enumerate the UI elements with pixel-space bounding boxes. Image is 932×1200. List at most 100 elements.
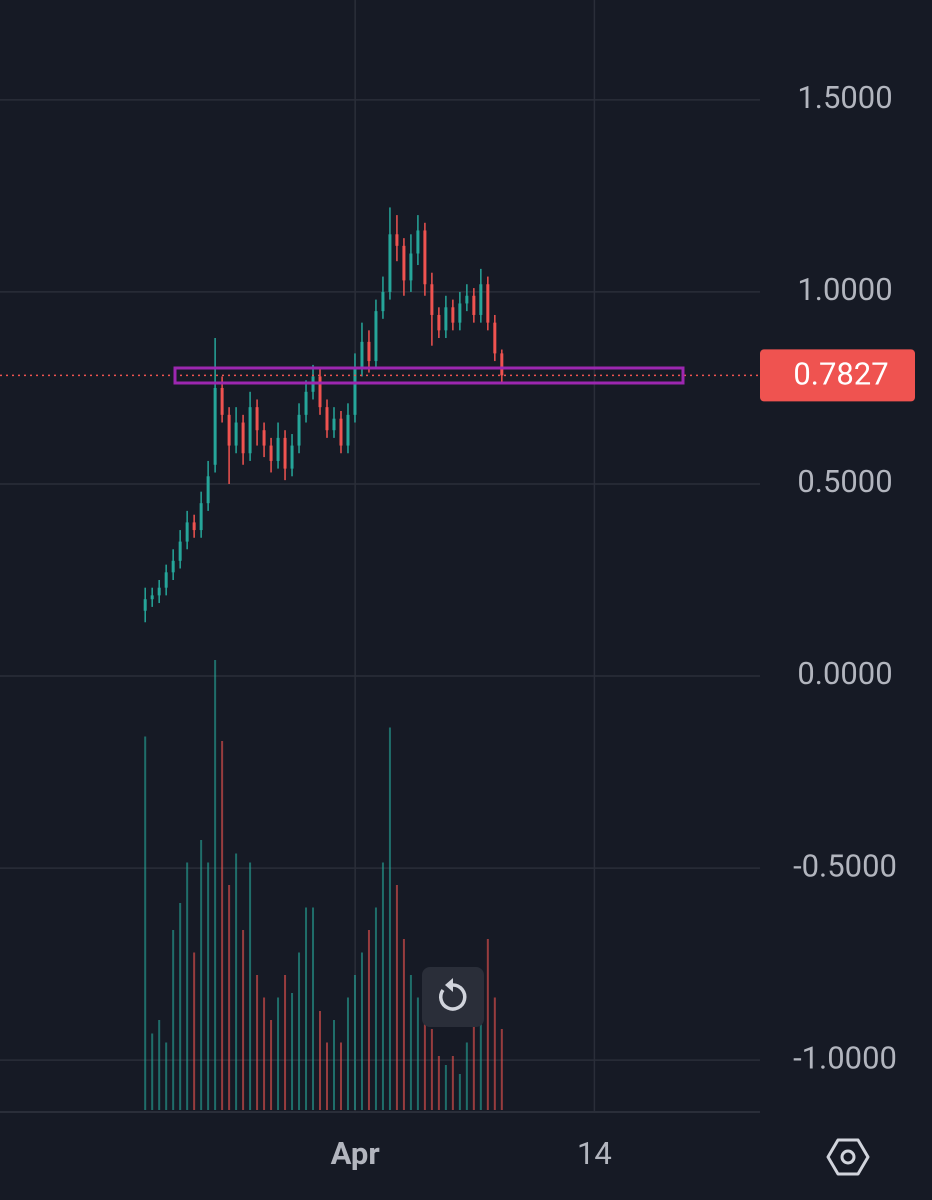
drawn-rectangle[interactable] (173, 366, 685, 385)
candle-body (206, 476, 210, 504)
candle-body (318, 376, 322, 408)
candle-body (423, 230, 427, 285)
settings-icon[interactable] (826, 1138, 870, 1176)
candle-body (360, 341, 364, 369)
volume-bar (172, 930, 175, 1110)
volume-bar (360, 952, 363, 1110)
y-tick-label: -1.0000 (793, 1039, 897, 1076)
volume-bar (312, 907, 315, 1110)
candle-body (255, 407, 259, 431)
y-tick-label: 0.5000 (797, 463, 892, 500)
candle-body (395, 234, 399, 246)
volume-bar (298, 952, 301, 1110)
candle-body (332, 418, 336, 431)
candle-body (325, 407, 329, 431)
volume-bar (228, 885, 231, 1110)
candle-body (444, 307, 448, 331)
candle-body (409, 253, 413, 281)
candle-body (297, 414, 301, 446)
volume-bar (395, 885, 398, 1110)
candle-body (304, 391, 308, 415)
candle-body (262, 430, 266, 446)
volume-bar (437, 1056, 440, 1110)
y-tick-label: 1.0000 (797, 271, 892, 308)
candle-body (150, 595, 154, 600)
volume-bar (305, 907, 308, 1110)
volume-bar (332, 1020, 335, 1110)
x-tick-label: 14 (577, 1135, 612, 1172)
last-price-badge (760, 349, 915, 402)
volume-bar (256, 975, 259, 1110)
volume-bar (444, 1065, 447, 1110)
candle-body (171, 560, 175, 573)
settings-button[interactable] (826, 1138, 870, 1176)
volume-bar (284, 975, 287, 1110)
candle-body (388, 234, 392, 292)
candle-body (178, 541, 182, 561)
volume-bar (500, 1029, 503, 1110)
reset-button-bg[interactable] (422, 967, 484, 1027)
volume-bar (277, 997, 280, 1110)
last-price-label: 0.7827 (793, 356, 888, 393)
volume-bar (291, 993, 294, 1110)
candle-body (493, 322, 497, 354)
candle-body (437, 314, 441, 331)
candle-body (381, 291, 385, 312)
candle-body (486, 284, 490, 323)
candle-body (283, 437, 287, 469)
volume-bar (430, 1029, 433, 1110)
y-tick-label: 0.0000 (797, 655, 892, 692)
candle-body (185, 522, 189, 542)
volume-bar (263, 997, 266, 1110)
candle-body (367, 341, 371, 362)
candle-body (374, 311, 378, 362)
candle-body (227, 414, 231, 446)
candle-body (164, 572, 168, 588)
volume-bar (165, 1042, 168, 1110)
candle-body (157, 587, 161, 596)
volume-bar (374, 907, 377, 1110)
candle-body (143, 599, 147, 611)
volume-bar (486, 939, 489, 1110)
reset-button[interactable] (422, 967, 484, 1027)
volume-bar (458, 1074, 461, 1110)
volume-bar (221, 741, 224, 1110)
volume-bar (200, 840, 203, 1110)
candle-body (248, 407, 252, 454)
candle-body (472, 295, 476, 315)
candle-body (458, 303, 462, 323)
volume-bar (409, 975, 412, 1110)
volume-bar (193, 952, 196, 1110)
volume-bar (179, 903, 182, 1110)
volume-bar (388, 727, 391, 1110)
volume-bar (207, 862, 210, 1110)
candle-body (500, 353, 504, 376)
volume-bar (346, 997, 349, 1110)
candle-body (199, 503, 203, 531)
y-tick-label: -0.5000 (793, 847, 897, 884)
volume-bar (186, 862, 189, 1110)
candle-body (416, 230, 420, 254)
volume-bar (249, 862, 252, 1110)
volume-bar (402, 939, 405, 1110)
volume-bar (270, 1020, 273, 1110)
reset-icon (439, 983, 467, 1011)
grid (0, 0, 760, 1112)
candle-body (402, 245, 406, 281)
x-tick-label: Apr (331, 1135, 380, 1172)
candle-layer (0, 207, 760, 623)
reset-icon-arrow (445, 978, 453, 992)
volume-bar (235, 853, 238, 1110)
volume-bar (339, 1042, 342, 1110)
volume-bar (472, 1020, 475, 1110)
candle-body (451, 307, 455, 323)
volume-bar (493, 997, 496, 1110)
candle-body (276, 437, 280, 461)
candle-body (339, 418, 343, 446)
candle-body (430, 284, 434, 315)
candle-body (465, 295, 469, 304)
volume-bar (367, 930, 370, 1110)
volume-layer (144, 660, 503, 1110)
settings-icon-center (840, 1149, 856, 1165)
candle-body (479, 284, 483, 315)
